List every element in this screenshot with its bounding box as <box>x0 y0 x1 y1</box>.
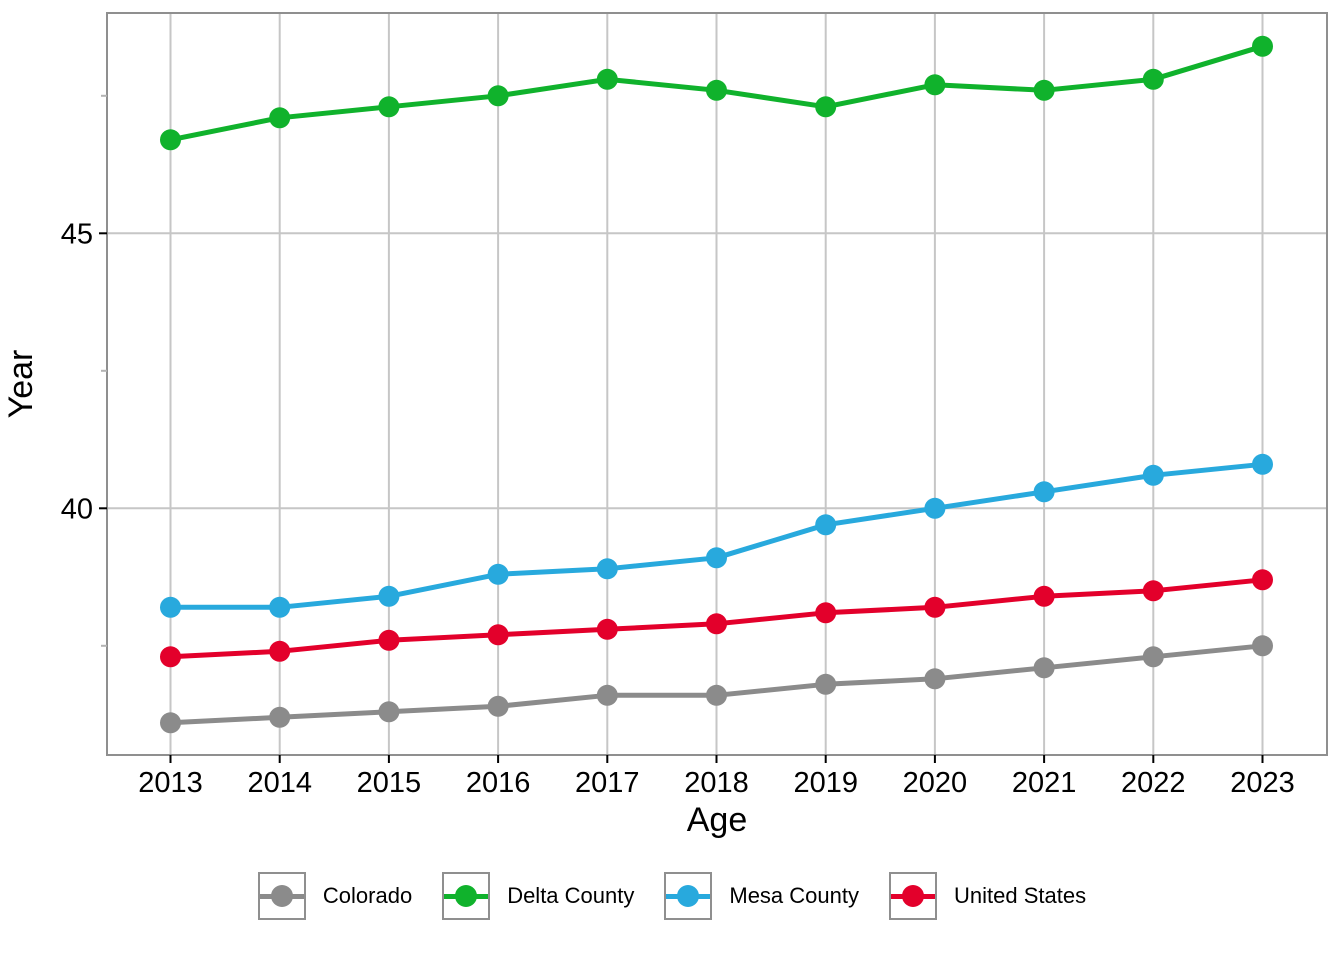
point-2021 <box>1033 657 1055 679</box>
point-2013 <box>160 646 181 668</box>
point-2023 <box>1252 35 1273 57</box>
x-tick-label-2013: 2013 <box>138 767 203 799</box>
point-2018 <box>706 684 727 706</box>
point-2013 <box>160 712 181 734</box>
point-2017 <box>596 618 618 640</box>
point-2016 <box>487 695 509 717</box>
legend-label: Colorado <box>322 883 413 908</box>
point-2021 <box>1033 585 1055 607</box>
point-2021 <box>1033 79 1055 101</box>
x-tick-label-2022: 2022 <box>1121 767 1186 799</box>
point-2023 <box>1252 635 1273 657</box>
x-tick-label-2015: 2015 <box>357 767 422 799</box>
legend-label: Delta County <box>507 883 635 908</box>
x-tick-label-2019: 2019 <box>793 767 858 799</box>
y-axis-title: Year <box>2 350 40 419</box>
point-2022 <box>1142 580 1164 602</box>
point-2018 <box>706 613 727 635</box>
point-2014 <box>269 596 291 618</box>
point-2014 <box>269 107 291 129</box>
x-axis-title: Age <box>687 801 748 839</box>
x-tick-label-2020: 2020 <box>903 767 968 799</box>
point-2017 <box>596 558 618 580</box>
point-2014 <box>269 706 291 728</box>
point-2014 <box>269 640 291 662</box>
x-tick-label-2017: 2017 <box>575 767 640 799</box>
x-tick-label-2018: 2018 <box>684 767 749 799</box>
legend-key-icon <box>442 872 491 920</box>
point-2013 <box>160 596 181 618</box>
y-tick-label-40: 40 <box>61 493 93 525</box>
point-2015 <box>378 585 400 607</box>
legend-item-mesa-county: Mesa County <box>664 872 859 920</box>
legend-item-colorado: Colorado <box>257 872 413 920</box>
point-2013 <box>160 129 181 151</box>
x-tick-label-2014: 2014 <box>247 767 312 799</box>
point-2023 <box>1252 569 1273 591</box>
legend-point-swatch <box>902 885 924 907</box>
point-2023 <box>1252 453 1273 475</box>
point-2021 <box>1033 481 1055 503</box>
point-2018 <box>706 547 727 569</box>
point-2019 <box>815 673 837 695</box>
point-2022 <box>1142 68 1164 90</box>
point-2018 <box>706 79 727 101</box>
x-tick-label-2021: 2021 <box>1012 767 1077 799</box>
axis-tick-labels: 2013 2014 2015 2016 2017 2018 2019 2020 2021 2022… <box>61 218 1295 799</box>
legend-item-delta-county: Delta County <box>442 872 634 920</box>
legend-point-swatch <box>455 885 478 907</box>
point-2016 <box>487 563 509 585</box>
x-tick-label-2016: 2016 <box>466 767 531 799</box>
legend-point-swatch <box>270 885 293 907</box>
point-2020 <box>924 668 946 690</box>
legend-key-icon <box>664 872 713 920</box>
point-2022 <box>1142 464 1164 486</box>
legend-key-icon <box>257 872 306 920</box>
legend-label: Mesa County <box>729 883 859 908</box>
point-2015 <box>378 629 400 651</box>
point-2022 <box>1142 646 1164 668</box>
x-tick-label-2023: 2023 <box>1230 767 1295 799</box>
legend-item-united-states: United States <box>889 872 1086 920</box>
series-colorado <box>160 635 1273 734</box>
y-tick-label-45: 45 <box>61 218 93 250</box>
point-2019 <box>815 602 837 624</box>
point-2020 <box>924 497 946 519</box>
point-2019 <box>815 96 837 118</box>
point-2016 <box>487 624 509 646</box>
legend: Colorado Delta County Mesa County United St… <box>0 872 1344 920</box>
point-2016 <box>487 85 509 107</box>
series-united-states <box>160 569 1273 668</box>
legend-point-swatch <box>677 885 700 907</box>
point-2015 <box>378 701 400 723</box>
point-2020 <box>924 596 946 618</box>
point-2015 <box>378 96 400 118</box>
point-2020 <box>924 74 946 96</box>
gridlines <box>107 13 1327 755</box>
point-2017 <box>596 684 618 706</box>
point-2017 <box>596 68 618 90</box>
legend-key-icon <box>889 872 937 920</box>
series-lines <box>160 35 1273 734</box>
point-2019 <box>815 514 837 536</box>
legend-label: United States <box>954 883 1087 908</box>
series-mesa-county <box>160 453 1273 618</box>
series-delta-county <box>160 35 1273 151</box>
axis-ticks <box>99 94 1264 763</box>
